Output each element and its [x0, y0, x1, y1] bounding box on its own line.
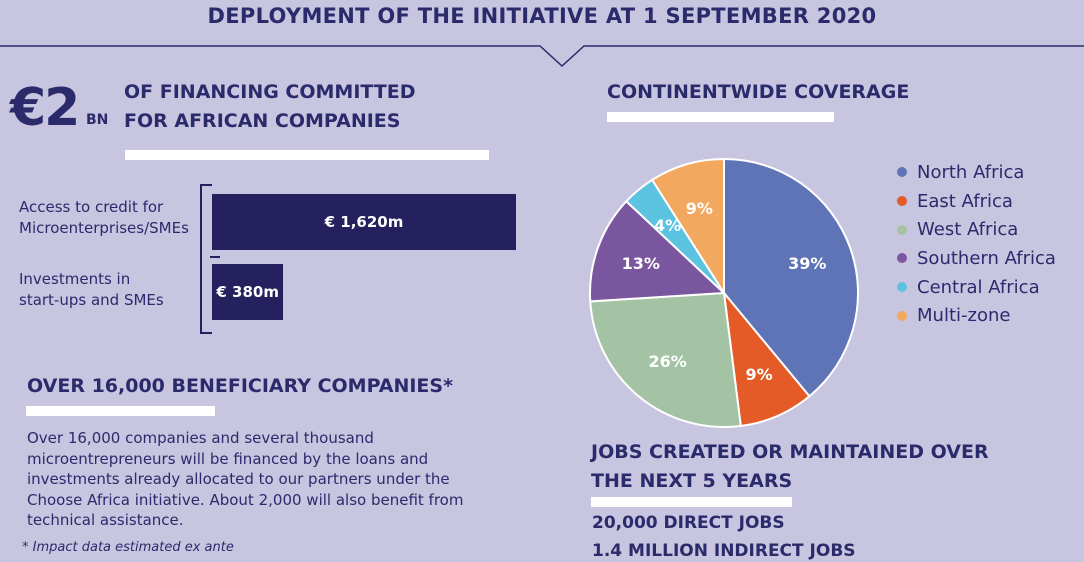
bars-bracket: [200, 184, 212, 334]
pie-label: 9%: [686, 199, 713, 218]
legend-swatch: [897, 282, 907, 293]
legend-item: Multi-zone: [897, 301, 1056, 330]
legend-item: West Africa: [897, 215, 1056, 244]
legend-label: Multi-zone: [917, 305, 1011, 327]
bar-label-credit-line2: Microenterprises/SMEs: [19, 219, 189, 237]
legend-item: Southern Africa: [897, 244, 1056, 273]
pie-label: 13%: [622, 254, 660, 273]
body-line: investments already allocated to our par…: [27, 470, 450, 488]
body-line: technical assistance.: [27, 511, 184, 529]
body-line: Choose Africa initiative. About 2,000 wi…: [27, 490, 464, 509]
header-divider: [0, 45, 1084, 68]
legend-label: East Africa: [917, 190, 1013, 212]
pie-label: 9%: [746, 365, 773, 384]
financing-heading-line1: OF FINANCING COMMITTED: [124, 81, 416, 103]
financing-amount: €2: [10, 78, 80, 138]
legend-label: Southern Africa: [917, 247, 1056, 269]
legend-swatch: [897, 196, 907, 207]
legend-item: Central Africa: [897, 273, 1056, 302]
bar-investments-value: € 380m: [216, 283, 279, 301]
bar-label-investments-line1: Investments in: [19, 270, 131, 288]
legend-item: North Africa: [897, 158, 1056, 187]
footnote: * Impact data estimated ex ante: [22, 540, 234, 555]
beneficiaries-heading: OVER 16,000 BENEFICIARY COMPANIES*: [27, 375, 454, 397]
pie-slice-north-africa: [723, 157, 859, 398]
jobs-indirect: 1.4 MILLION INDIRECT JOBS: [592, 541, 856, 561]
jobs-underline: [591, 497, 792, 507]
coverage-heading: CONTINENTWIDE COVERAGE: [607, 81, 910, 103]
bar-credit-value: € 1,620m: [324, 213, 404, 231]
jobs-heading-line2: THE NEXT 5 YEARS: [591, 470, 793, 492]
bars-bracket-tick: [210, 256, 220, 258]
beneficiaries-body: Over 16,000 companies and several thousa…: [27, 428, 463, 531]
bar-investments: € 380m: [212, 264, 284, 320]
bar-credit: € 1,620m: [212, 194, 516, 250]
legend-label: Central Africa: [917, 276, 1040, 298]
body-line: microentrepreneurs will be financed by t…: [27, 449, 429, 468]
body-line: Over 16,000 companies and several thousa…: [27, 429, 374, 447]
legend-label: West Africa: [917, 219, 1019, 241]
bar-label-credit: Access to credit for Microenterprises/SM…: [19, 197, 189, 239]
bar-label-investments-line2: start-ups and SMEs: [19, 291, 164, 309]
pie-slice-southern-africa: [589, 199, 727, 303]
pie-label: 39%: [788, 254, 826, 273]
coverage-underline: [607, 112, 834, 122]
bar-label-investments: Investments in start-ups and SMEs: [19, 269, 164, 311]
pie-slice-west-africa: [589, 291, 742, 428]
financing-heading: OF FINANCING COMMITTED FOR AFRICAN COMPA…: [124, 78, 416, 136]
pie-slice-multi-zone: [650, 157, 725, 297]
jobs-heading-line1: JOBS CREATED OR MAINTAINED OVER: [591, 441, 989, 463]
legend-swatch: [897, 167, 907, 178]
legend-label: North Africa: [917, 161, 1025, 183]
legend-swatch: [897, 310, 907, 321]
legend-swatch: [897, 224, 907, 235]
page-title: DEPLOYMENT OF THE INITIATIVE AT 1 SEPTEM…: [207, 4, 877, 28]
pie-legend: North Africa East Africa West Africa Southe…: [897, 158, 1056, 330]
bar-label-credit-line1: Access to credit for: [19, 198, 164, 216]
pie-label: 4%: [654, 216, 681, 235]
pie-chart: 39% 9% 26% 13% 4% 9%: [589, 157, 859, 428]
jobs-direct: 20,000 DIRECT JOBS: [592, 513, 785, 533]
beneficiaries-underline: [26, 406, 215, 416]
legend-swatch: [897, 253, 907, 264]
financing-unit: BN: [86, 112, 109, 128]
legend-item: East Africa: [897, 187, 1056, 216]
jobs-heading: JOBS CREATED OR MAINTAINED OVER THE NEXT…: [591, 438, 989, 496]
pie-label: 26%: [648, 352, 686, 371]
financing-heading-line2: FOR AFRICAN COMPANIES: [124, 110, 401, 132]
financing-underline: [125, 150, 489, 160]
